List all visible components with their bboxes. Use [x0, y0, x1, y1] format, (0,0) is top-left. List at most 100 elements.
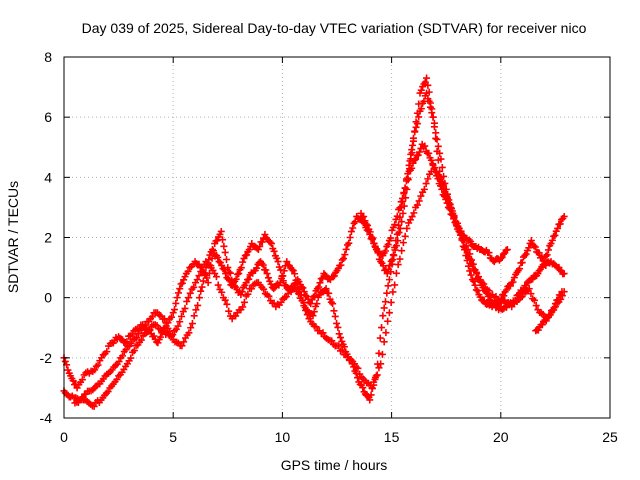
- data-point: [224, 275, 232, 283]
- data-point: [260, 285, 268, 293]
- data-point: [345, 239, 353, 247]
- y-axis-label: SDTVAR / TECUs: [5, 181, 21, 293]
- data-point: [417, 105, 425, 113]
- data-point: [150, 332, 158, 340]
- data-point: [506, 282, 514, 290]
- data-point: [378, 350, 386, 358]
- data-point: [427, 167, 435, 175]
- data-point: [450, 213, 458, 221]
- data-point: [178, 279, 186, 287]
- data-point: [394, 237, 402, 245]
- data-point: [319, 329, 327, 337]
- data-point: [406, 165, 414, 173]
- data-point: [169, 309, 177, 317]
- data-point: [180, 276, 188, 284]
- data-point: [394, 261, 402, 269]
- data-point: [91, 366, 99, 374]
- data-point: [424, 175, 432, 183]
- data-point: [232, 275, 240, 283]
- data-point: [500, 292, 508, 300]
- data-point: [404, 176, 412, 184]
- series-track-d: [357, 74, 568, 311]
- data-point: [391, 281, 399, 289]
- data-point: [346, 234, 354, 241]
- data-point: [399, 209, 407, 217]
- data-point: [162, 319, 170, 327]
- series-track-c: [71, 161, 568, 410]
- data-point: [387, 298, 395, 306]
- data-point: [384, 317, 392, 325]
- data-point: [134, 330, 142, 338]
- data-point: [497, 255, 505, 263]
- data-point: [469, 260, 477, 268]
- data-point: [206, 251, 214, 259]
- data-point: [256, 242, 264, 250]
- data-point: [542, 317, 550, 325]
- data-point: [403, 185, 411, 193]
- data-point: [237, 264, 245, 272]
- data-point: [409, 137, 417, 145]
- data-point: [525, 244, 533, 252]
- data-point: [367, 391, 375, 399]
- data-point: [518, 259, 526, 267]
- data-point: [201, 270, 209, 278]
- x-axis-label: GPS time / hours: [281, 457, 388, 473]
- data-point: [451, 218, 459, 226]
- data-point: [437, 173, 445, 181]
- data-point: [538, 321, 546, 329]
- data-point: [471, 281, 479, 289]
- data-point: [531, 243, 539, 251]
- data-point: [480, 280, 488, 288]
- data-point: [222, 256, 230, 264]
- data-point: [408, 149, 416, 157]
- data-point: [298, 297, 306, 305]
- data-point: [411, 128, 419, 136]
- data-point: [550, 232, 558, 240]
- chart-title: Day 039 of 2025, Sidereal Day-to-day VTE…: [82, 20, 587, 36]
- data-point: [261, 230, 269, 238]
- data-point: [376, 334, 384, 342]
- data-point: [397, 198, 405, 206]
- data-point: [557, 291, 565, 299]
- data-point: [340, 255, 348, 263]
- data-point: [421, 142, 429, 150]
- data-point: [551, 231, 559, 239]
- data-point: [369, 234, 377, 242]
- data-point: [312, 323, 320, 331]
- data-point: [313, 300, 321, 308]
- data-point: [277, 266, 285, 274]
- data-point: [94, 361, 102, 369]
- data-point: [375, 349, 383, 357]
- data-point: [336, 334, 344, 342]
- data-point: [426, 99, 434, 107]
- data-point: [300, 302, 308, 310]
- data-point: [354, 364, 362, 372]
- data-point: [516, 265, 524, 273]
- data-point: [307, 300, 315, 308]
- data-point: [375, 364, 383, 372]
- x-tick-label: 10: [275, 429, 291, 445]
- data-point: [229, 279, 237, 287]
- data-point: [444, 194, 452, 202]
- data-point: [466, 250, 474, 258]
- data-point: [379, 262, 387, 270]
- data-point: [546, 311, 554, 319]
- data-point: [253, 264, 261, 272]
- data-point: [172, 299, 180, 307]
- data-point: [212, 273, 220, 281]
- data-point: [499, 250, 507, 258]
- data-point: [300, 288, 308, 296]
- data-point: [560, 270, 568, 278]
- data-point: [389, 288, 397, 296]
- data-point: [454, 222, 462, 230]
- data-point: [309, 293, 317, 301]
- data-point: [171, 306, 179, 314]
- data-point: [386, 262, 394, 270]
- data-point: [547, 240, 555, 248]
- data-point: [219, 265, 227, 273]
- data-point: [338, 256, 346, 264]
- data-point: [217, 227, 225, 235]
- data-point: [438, 178, 446, 186]
- data-point: [471, 266, 479, 274]
- data-point: [534, 326, 542, 334]
